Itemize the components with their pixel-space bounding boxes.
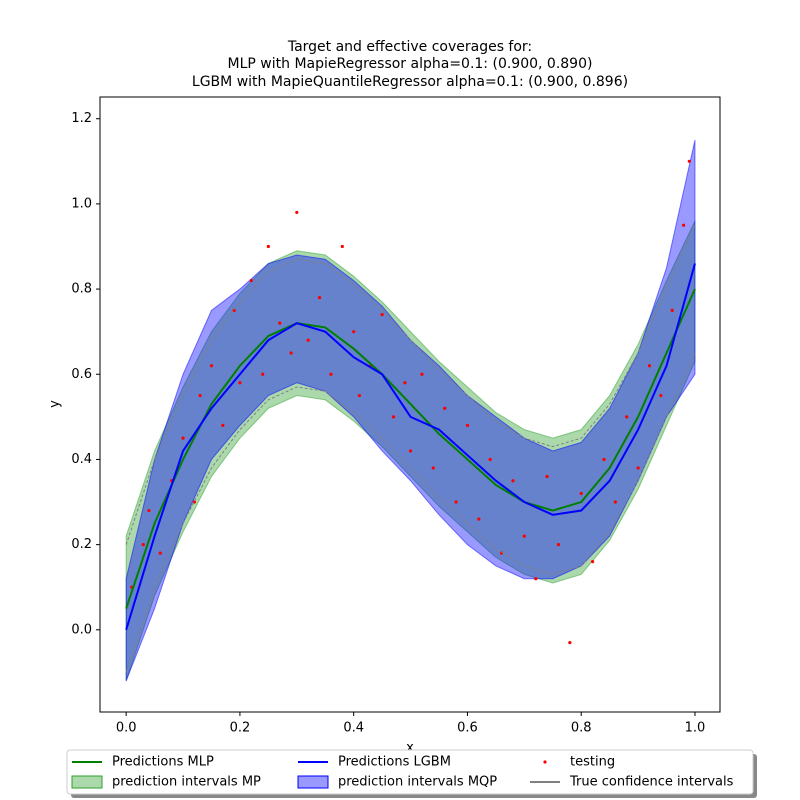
scatter-point: [278, 321, 282, 325]
legend-patch: [297, 775, 329, 789]
y-tick-label: 0.2: [71, 537, 92, 552]
legend-label: Predictions MLP: [112, 755, 214, 770]
scatter-point: [613, 500, 617, 504]
scatter-point: [579, 491, 583, 496]
scatter-point: [238, 381, 242, 385]
y-tick-label: 0.6: [71, 367, 92, 382]
scatter-point: [477, 517, 481, 521]
scatter-point: [545, 474, 549, 479]
legend-box: [66, 749, 754, 795]
scatter-point: [431, 466, 435, 470]
scatter-point: [329, 372, 333, 376]
x-tick-label: 0.8: [571, 721, 592, 736]
scatter-point: [420, 372, 424, 376]
scatter-point: [198, 393, 202, 398]
x-tick-label: 0.4: [343, 721, 364, 736]
chart-title: Target and effective coverages for:: [287, 39, 532, 55]
scatter-point: [306, 338, 310, 342]
true-interval-line: [125, 224, 696, 545]
scatter-point: [209, 364, 214, 368]
x-tick-label: 1.0: [685, 721, 706, 736]
scatter-point: [625, 415, 629, 419]
scatter-point: [556, 543, 561, 547]
scatter-point: [636, 466, 640, 470]
scatter-point: [687, 159, 691, 163]
line: [125, 288, 696, 609]
scatter-point: [443, 406, 447, 410]
scatter-point: [465, 423, 470, 427]
true-interval-line: [125, 352, 696, 673]
scatter-point: [181, 436, 185, 440]
scatter-point: [266, 244, 270, 249]
legend-patch: [71, 775, 103, 789]
scatter-point: [380, 313, 384, 317]
legend-label: prediction intervals MQP: [338, 775, 497, 790]
x-tick-label: 0.0: [116, 721, 137, 736]
scatter-point: [249, 278, 253, 283]
scatter-point: [357, 393, 361, 398]
y-tick-label: 1.0: [71, 196, 92, 211]
scatter-point: [352, 330, 356, 334]
scatter-point: [670, 308, 674, 312]
scatter-point: [221, 423, 225, 427]
scatter-point: [522, 534, 526, 538]
scatter-point: [511, 479, 515, 483]
line: [125, 263, 696, 631]
legend-label: Predictions LGBM: [338, 755, 451, 770]
scatter-point: [232, 308, 236, 312]
scatter-point: [295, 210, 299, 215]
scatter-point: [659, 393, 663, 398]
scatter-point: [403, 381, 407, 385]
scatter-point: [141, 543, 145, 547]
legend-label: testing: [570, 755, 615, 770]
scatter-point: [340, 244, 344, 249]
y-tick-label: 1.2: [71, 111, 92, 126]
scatter-point: [147, 508, 151, 513]
scatter-point: [261, 372, 265, 376]
scatter-point: [534, 577, 538, 581]
scatter-point: [317, 295, 322, 300]
y-tick-label: 0.4: [71, 452, 92, 467]
scatter-point: [391, 415, 396, 419]
scatter-point: [602, 457, 606, 462]
scatter-point: [408, 449, 413, 453]
y-axis-label: y: [48, 400, 63, 408]
x-axis-label: x: [406, 741, 414, 756]
x-tick-label: 0.6: [457, 721, 478, 736]
plot-frame: [99, 96, 721, 713]
y-tick-label: 0.8: [71, 282, 92, 297]
y-tick-label: 0.0: [71, 622, 92, 637]
scatter-point: [454, 500, 458, 504]
scatter-point: [158, 551, 162, 555]
chart-title: MLP with MapieRegressor alpha=0.1: (0.90…: [228, 56, 593, 72]
scatter-point: [590, 560, 595, 564]
scatter-point: [289, 351, 293, 355]
legend-dot: [543, 760, 547, 764]
legend-label: prediction intervals MP: [112, 775, 261, 790]
scatter-point: [647, 364, 652, 368]
legend-label: True confidence intervals: [569, 775, 734, 790]
chart-title: LGBM with MapieQuantileRegressor alpha=0…: [192, 74, 628, 90]
scatter-point: [681, 223, 686, 227]
interval-area: [125, 139, 696, 682]
x-tick-label: 0.2: [230, 721, 251, 736]
scatter-point: [488, 457, 492, 462]
scatter-point: [568, 640, 572, 645]
